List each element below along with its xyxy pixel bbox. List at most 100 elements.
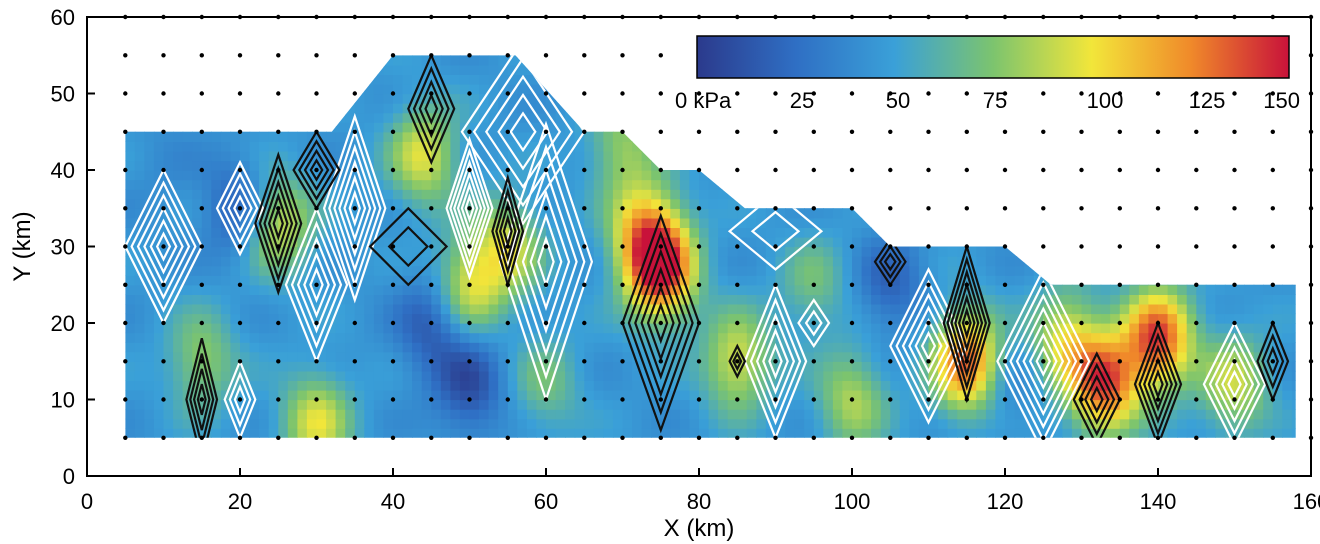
field-cell: [670, 294, 681, 305]
field-cell: [565, 103, 576, 114]
field-cell: [1138, 198, 1150, 209]
field-cell: [918, 179, 930, 190]
field-cell: [479, 428, 490, 438]
field-cell: [871, 150, 882, 162]
field-cell: [1129, 131, 1140, 142]
field-cell: [966, 103, 977, 114]
field-cell: [306, 141, 318, 152]
field-cell: [240, 74, 251, 85]
field-cell: [565, 150, 576, 162]
field-cell: [479, 74, 490, 85]
field-cell: [1014, 208, 1025, 219]
field-cell: [1033, 418, 1044, 429]
field-cell: [1215, 170, 1226, 181]
field-cell: [383, 122, 394, 133]
field-cell: [1282, 399, 1293, 410]
field-cell: [1244, 189, 1255, 200]
field-cell: [450, 313, 461, 324]
field-cell: [1205, 342, 1216, 353]
field-cell: [670, 198, 681, 209]
field-cell: [459, 313, 471, 324]
field-cell: [1215, 332, 1226, 343]
field-cell: [421, 332, 432, 343]
field-cell: [584, 141, 595, 152]
field-cell: [268, 170, 279, 181]
field-cell: [1033, 303, 1044, 315]
field-cell: [488, 198, 499, 209]
field-cell: [871, 370, 882, 381]
field-cell: [909, 189, 920, 200]
field-cell: [335, 389, 346, 401]
field-cell: [1081, 303, 1092, 315]
field-cell: [421, 428, 432, 438]
field-cell: [555, 389, 566, 401]
white-contour-line: [453, 158, 486, 258]
field-cell: [584, 370, 595, 381]
field-cell: [364, 112, 375, 123]
field-cell: [220, 227, 232, 238]
field-cell: [622, 284, 633, 295]
field-cell: [230, 313, 241, 324]
field-cell: [727, 208, 738, 219]
field-cell: [794, 150, 805, 162]
field-cell: [632, 380, 643, 391]
field-cell: [134, 208, 145, 219]
field-cell: [173, 323, 184, 334]
field-cell: [899, 265, 910, 276]
field-cell: [928, 399, 939, 410]
field-cell: [679, 160, 691, 171]
field-cell: [488, 418, 499, 429]
field-cell: [1282, 236, 1293, 248]
field-cell: [976, 170, 987, 181]
field-cell: [899, 389, 910, 401]
field-cell: [517, 83, 528, 95]
field-cell: [976, 351, 987, 362]
field-cell: [326, 313, 337, 324]
field-cell: [469, 389, 480, 401]
field-cell: [727, 256, 738, 267]
field-cell: [842, 332, 853, 343]
field-cell: [727, 275, 738, 286]
field-cell: [957, 179, 968, 190]
field-cell: [775, 217, 786, 228]
field-cell: [813, 103, 824, 114]
field-cell: [1100, 313, 1111, 324]
field-cell: [718, 217, 729, 228]
field-cell: [507, 351, 518, 362]
field-cell: [765, 227, 777, 238]
field-cell: [785, 131, 796, 142]
field-cell: [1091, 217, 1102, 228]
field-cell: [794, 323, 805, 334]
field-cell: [1062, 141, 1073, 152]
field-cell: [976, 418, 987, 429]
field-cell: [526, 294, 538, 305]
field-cell: [450, 370, 461, 381]
field-cell: [402, 55, 413, 66]
black-contour-line: [267, 192, 289, 255]
field-cell: [632, 93, 643, 104]
field-cell: [699, 189, 710, 200]
field-cell: [268, 409, 279, 420]
field-cell: [1014, 284, 1025, 295]
field-cell: [1282, 275, 1293, 286]
field-cell: [316, 160, 327, 171]
field-cell: [1177, 198, 1188, 209]
field-cell: [402, 122, 413, 133]
field-cell: [479, 294, 490, 305]
field-cell: [765, 179, 777, 190]
field-cell: [1138, 141, 1150, 152]
field-cell: [928, 103, 939, 114]
field-cell: [431, 179, 442, 190]
field-cell: [871, 294, 882, 305]
field-cell: [985, 313, 997, 324]
field-cell: [1205, 428, 1216, 438]
field-cell: [297, 74, 308, 85]
field-cell: [641, 275, 652, 286]
field-cell: [488, 370, 499, 381]
field-cell: [1052, 170, 1063, 181]
field-cell: [278, 74, 289, 85]
field-cell: [823, 361, 834, 372]
field-cell: [1282, 332, 1293, 343]
field-cell: [1081, 313, 1092, 324]
field-cell: [364, 313, 375, 324]
